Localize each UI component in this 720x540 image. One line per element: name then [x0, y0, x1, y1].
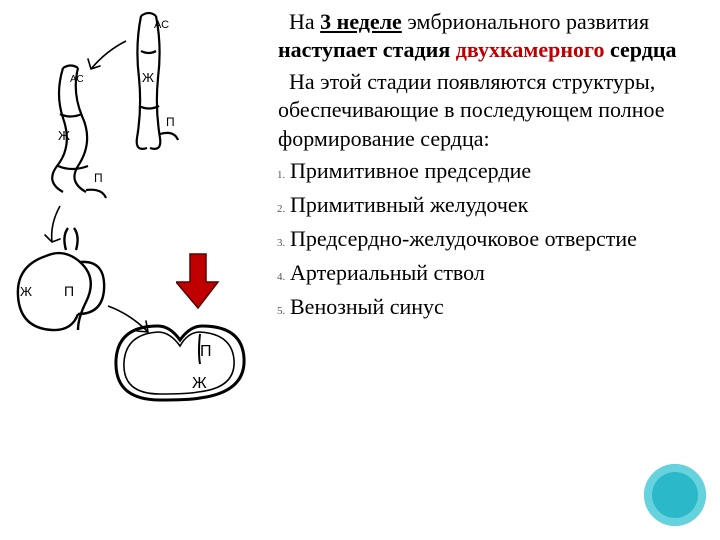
embryo-heart-svg: АС Ж П АС Ж П	[8, 6, 268, 406]
intro-tail: сердца	[604, 37, 676, 62]
list-item: Предсердно-желудочковое отверстие	[288, 225, 708, 253]
intro-red: двухкамерного	[456, 37, 605, 62]
label-zh-2: Ж	[58, 128, 70, 143]
second-paragraph: На этой стадии появляются структуры, обе…	[278, 68, 708, 152]
transition-arrow-2	[45, 206, 60, 242]
label-zh-1: Ж	[142, 70, 154, 85]
red-arrow-icon	[176, 252, 220, 310]
label-zh-4: Ж	[192, 375, 207, 392]
intro-bold: наступает стадия	[278, 37, 456, 62]
intro-week: 3 неделе	[320, 9, 402, 34]
second-paragraph-text: На этой стадии появляются структуры, обе…	[278, 69, 665, 150]
structure-list: Примитивное предсердие Примитивный желуд…	[278, 157, 708, 322]
list-item: Артериальный ствол	[288, 259, 708, 287]
intro-prefix: На	[289, 9, 320, 34]
transition-arrow-1	[88, 41, 126, 69]
intro-mid: эмбрионального развития	[402, 9, 649, 34]
label-ac-1: АС	[154, 19, 169, 31]
decorative-corner-circle	[644, 464, 706, 526]
label-p-1: П	[166, 115, 175, 129]
label-p-3: П	[64, 283, 74, 299]
list-item: Примитивный желудочек	[288, 191, 708, 219]
slide: АС Ж П АС Ж П	[0, 0, 720, 540]
label-zh-3: Ж	[20, 284, 32, 299]
intro-paragraph: На 3 неделе эмбрионального развития наст…	[278, 8, 708, 64]
label-p-2: П	[94, 171, 103, 185]
label-p-4: П	[200, 343, 212, 360]
list-item: Примитивное предсердие	[288, 157, 708, 185]
embryo-heart-figure: АС Ж П АС Ж П	[8, 6, 268, 406]
arrow-path	[176, 254, 218, 308]
label-ac-2: АС	[70, 74, 84, 85]
list-item: Венозный синус	[288, 293, 708, 321]
text-column: На 3 неделе эмбрионального развития наст…	[278, 8, 708, 328]
